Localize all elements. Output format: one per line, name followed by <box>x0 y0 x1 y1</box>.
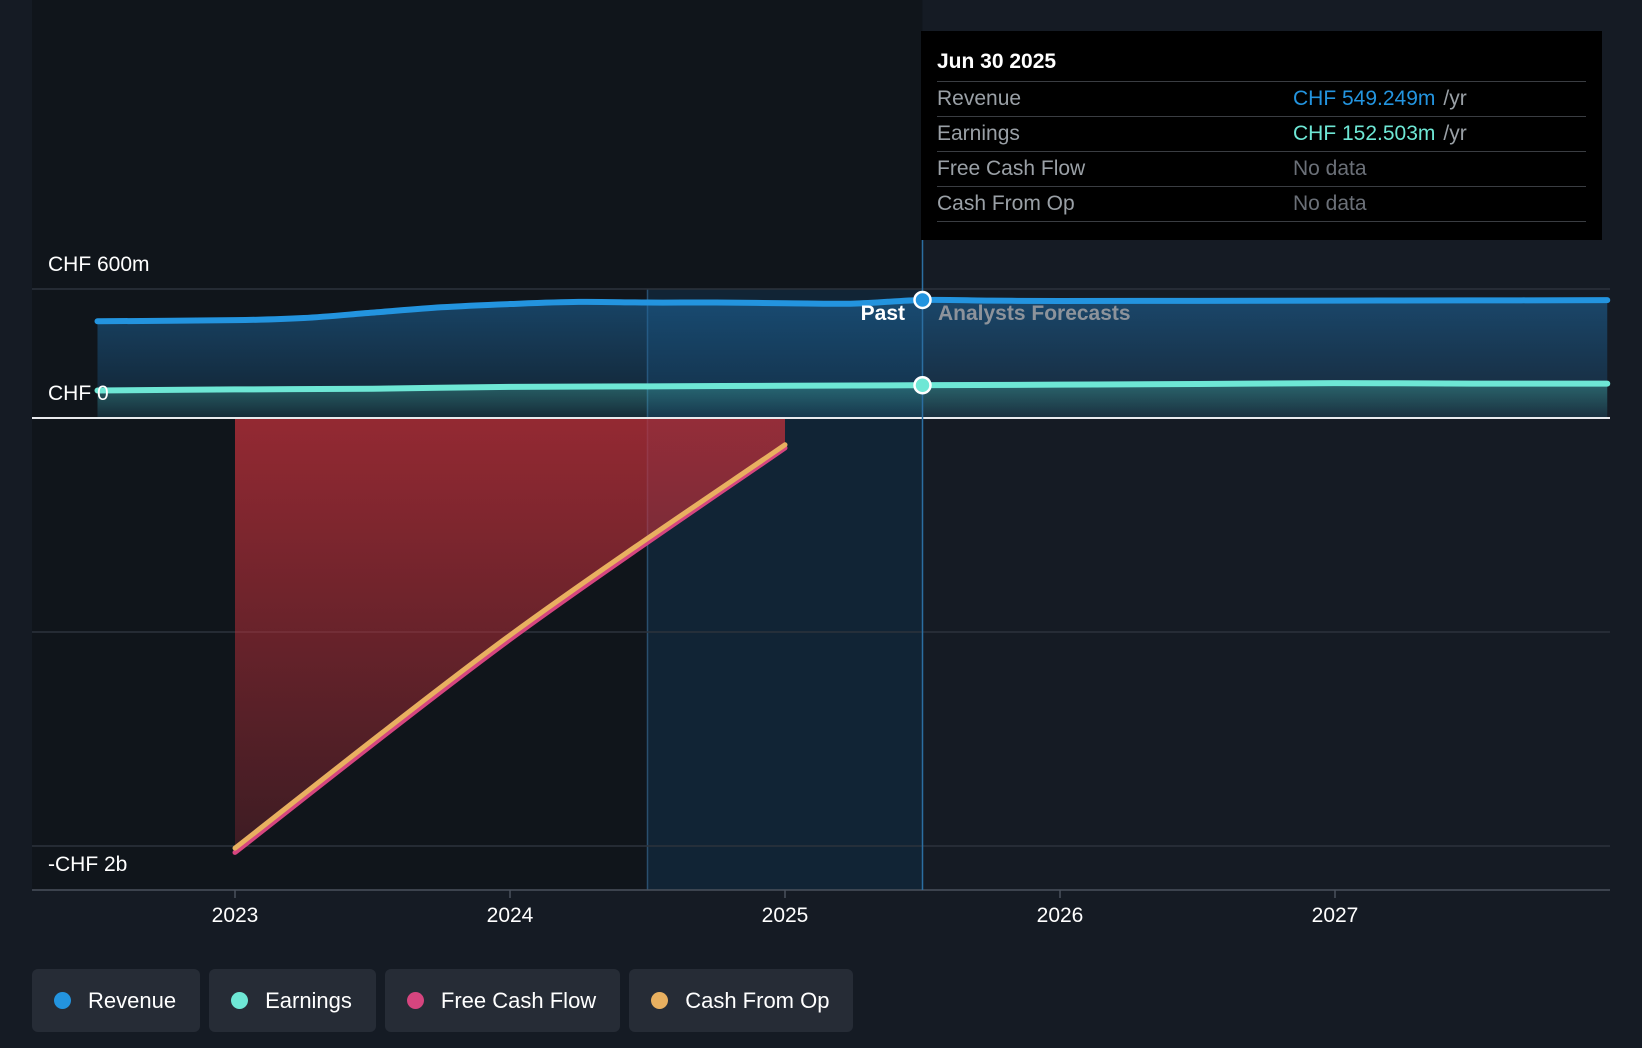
tooltip-unit: /yr <box>1443 87 1467 110</box>
tooltip-row-cash-from-op: Cash From Op No data <box>937 186 1586 222</box>
x-tick-label: 2026 <box>1037 904 1084 927</box>
tooltip-label: Cash From Op <box>937 192 1075 215</box>
tooltip-label: Free Cash Flow <box>937 157 1086 180</box>
legend-label: Cash From Op <box>685 987 830 1013</box>
legend-label: Revenue <box>88 987 177 1013</box>
forecast-label: Analysts Forecasts <box>938 302 1131 325</box>
series-lines <box>94 296 1611 855</box>
y-tick-label: CHF 600m <box>48 253 150 276</box>
tooltip: Jun 30 2025 Revenue CHF 549.249m /yr Ear… <box>921 31 1602 240</box>
legend: Revenue Earnings Free Cash Flow Cash Fro… <box>32 969 854 1032</box>
past-label: Past <box>861 302 905 325</box>
cash-from-op-line <box>232 442 788 851</box>
legend-item-revenue[interactable]: Revenue <box>32 969 201 1032</box>
tooltip-row-earnings: Earnings CHF 152.503m /yr <box>937 116 1586 151</box>
tooltip-row-revenue: Revenue CHF 549.249m /yr <box>937 81 1586 116</box>
legend-item-free-cash-flow[interactable]: Free Cash Flow <box>384 969 621 1032</box>
earnings-marker <box>913 375 932 395</box>
x-axis-tick-labels: 2023 2024 2025 2026 2027 <box>212 890 1359 927</box>
free-cash-flow-line <box>232 445 788 855</box>
legend-label: Earnings <box>265 987 352 1013</box>
tooltip-value: CHF 152.503m <box>1293 122 1436 145</box>
tooltip-value: CHF 549.249m <box>1293 87 1436 110</box>
tooltip-row-free-cash-flow: Free Cash Flow No data <box>937 151 1586 186</box>
x-tick-label: 2027 <box>1312 904 1359 927</box>
earnings-area <box>97 383 1608 418</box>
earnings-line <box>94 380 1611 394</box>
tooltip-label: Earnings <box>937 122 1020 145</box>
y-tick-label: CHF 0 <box>48 382 109 405</box>
tooltip-label: Revenue <box>937 87 1022 110</box>
legend-item-earnings[interactable]: Earnings <box>209 969 376 1032</box>
tooltip-value: No data <box>1293 192 1367 215</box>
tooltip-date: Jun 30 2025 <box>937 50 1057 73</box>
legend-dot-icon <box>651 992 669 1009</box>
x-tick-label: 2025 <box>762 904 809 927</box>
x-tick-label: 2024 <box>487 904 534 927</box>
y-axis-tick-labels: CHF 600m CHF 0 -CHF 2b <box>48 253 150 876</box>
legend-item-cash-from-op[interactable]: Cash From Op <box>629 969 854 1032</box>
tooltip-unit: /yr <box>1443 122 1467 145</box>
hover-markers <box>913 290 932 395</box>
legend-dot-icon <box>231 992 249 1009</box>
legend-label: Free Cash Flow <box>440 987 597 1013</box>
y-tick-label: -CHF 2b <box>48 853 127 876</box>
legend-dot-icon <box>54 992 71 1009</box>
revenue-line <box>94 296 1611 325</box>
revenue-marker <box>913 290 932 310</box>
x-tick-label: 2023 <box>212 904 259 927</box>
legend-dot-icon <box>406 992 424 1009</box>
tooltip-value: No data <box>1293 157 1367 180</box>
